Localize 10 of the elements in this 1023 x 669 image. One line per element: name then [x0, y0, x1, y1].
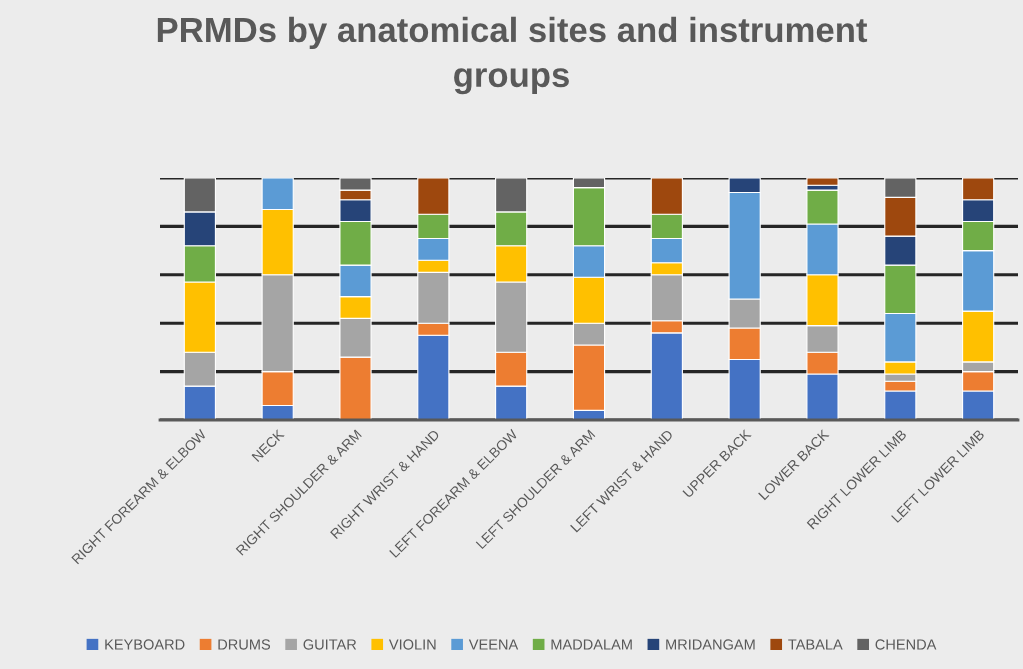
legend-label: VIOLIN — [388, 639, 436, 650]
legend-label: GUITAR — [303, 639, 357, 650]
legend-label: MRIDANGAM — [666, 639, 755, 650]
legend-label: MADDALAM — [551, 639, 632, 650]
legend-label: CHENDA — [875, 639, 937, 650]
legend-label: VEENA — [468, 639, 519, 650]
legend-label: KEYBOARD — [105, 639, 185, 650]
chart-title: PRMDs by anatomical sites and instrument groups — [157, 16, 868, 95]
legend-label: DRUMS — [218, 639, 271, 650]
legend-label: TABALA — [788, 639, 843, 650]
